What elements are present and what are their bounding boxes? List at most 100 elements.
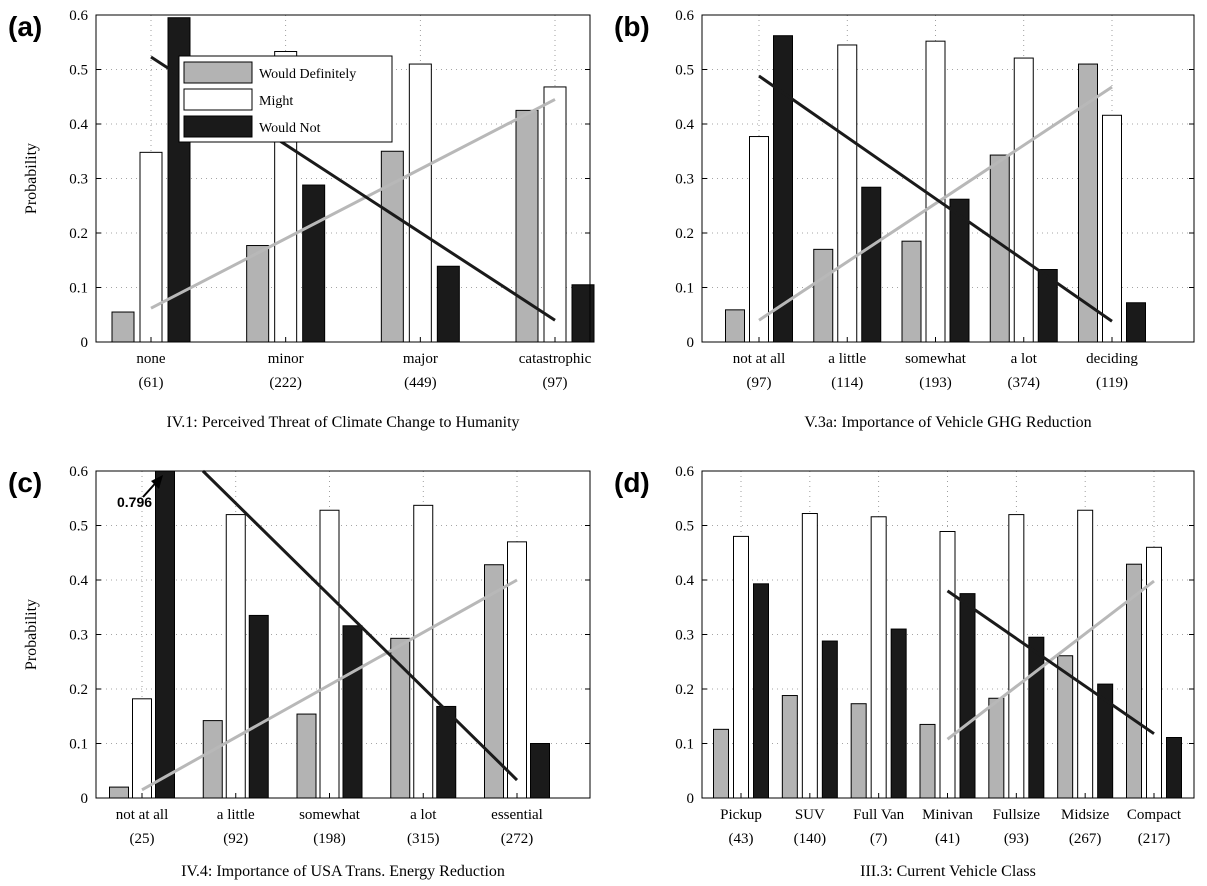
trend-line-would-definitely	[758, 85, 1113, 322]
bar-would-not	[436, 705, 457, 799]
trend-line-would-definitely	[946, 579, 1155, 741]
y-tick-label: 0.4	[69, 117, 88, 133]
y-tick-label: 0.6	[675, 464, 694, 480]
x-count-label: (222)	[269, 375, 302, 391]
x-category-label: not at all	[733, 351, 786, 367]
y-axis-label: Probability	[23, 599, 40, 670]
bar-might	[801, 513, 818, 799]
bar-would-not	[155, 470, 175, 799]
legend: Would Definitely Might Would Not	[178, 55, 393, 143]
x-category-label: somewhat	[905, 351, 967, 367]
bar-might	[225, 514, 246, 799]
chart-panel-3: 0 0.1 0.2 0.3 0.4 0.5 0.6 not at all (25) a littl…	[8, 464, 591, 880]
x-count-label: (198)	[313, 831, 346, 847]
bar-would-definitely	[988, 697, 1005, 799]
x-category-label: a lot	[410, 807, 437, 823]
legend-swatch	[183, 61, 253, 84]
y-tick-label: 0.6	[675, 8, 694, 24]
bar-might	[132, 698, 152, 799]
trend-line-would-definitely	[150, 98, 556, 310]
y-tick-label: 0.4	[69, 573, 88, 589]
x-count-label: (119)	[1096, 375, 1128, 391]
bar-might	[870, 516, 887, 799]
bar-would-definitely	[781, 695, 798, 799]
bar-would-definitely	[725, 309, 745, 343]
y-tick-label: 0	[81, 335, 89, 351]
x-category-label: a little	[217, 807, 255, 823]
bar-might	[1102, 114, 1122, 343]
bar-would-definitely	[813, 248, 834, 343]
y-tick-label: 0.3	[69, 628, 88, 644]
bar-might	[733, 535, 749, 799]
x-category-label: catastrophic	[519, 351, 592, 367]
trend-line-would-definitely	[141, 578, 518, 792]
bar-would-not	[530, 743, 550, 799]
legend-entry: Would Not	[259, 121, 321, 136]
x-count-label: (267)	[1069, 831, 1102, 847]
bar-would-not	[1166, 737, 1182, 799]
y-axis-label: Probability	[23, 143, 40, 214]
y-tick-label: 0.1	[69, 281, 88, 297]
panel-letter: (a)	[8, 11, 42, 42]
bar-would-not	[821, 640, 838, 799]
bar-might	[1013, 57, 1034, 343]
y-tick-label: 0.1	[69, 737, 88, 753]
legend-entry: Would Definitely	[259, 67, 356, 82]
bar-would-definitely	[850, 703, 867, 799]
panel-letter: (c)	[8, 467, 42, 498]
plot-frame	[701, 14, 1195, 343]
legend-swatch	[183, 115, 253, 138]
bar-would-definitely	[390, 637, 411, 799]
x-count-label: (61)	[139, 375, 164, 391]
bar-would-definitely	[713, 728, 729, 799]
bar-might	[543, 86, 567, 343]
x-category-label: essential	[491, 807, 543, 823]
x-count-label: (449)	[404, 375, 437, 391]
y-tick-label: 0	[687, 335, 695, 351]
bar-would-not	[861, 186, 882, 343]
x-category-label: somewhat	[299, 807, 361, 823]
bar-would-definitely	[919, 723, 936, 799]
x-category-label: Pickup	[720, 807, 762, 823]
x-count-label: (193)	[919, 375, 952, 391]
bar-would-definitely	[202, 720, 223, 799]
bar-would-definitely	[901, 240, 922, 343]
y-tick-label: 0.5	[69, 519, 88, 535]
bar-might	[413, 504, 434, 799]
x-category-label: minor	[268, 351, 304, 367]
y-tick-label: 0.3	[675, 172, 694, 188]
x-category-label: Full Van	[853, 807, 904, 823]
panel-caption: V.3a: Importance of Vehicle GHG Reductio…	[804, 414, 1091, 431]
y-tick-label: 0.5	[69, 63, 88, 79]
x-category-label: major	[403, 351, 438, 367]
bar-might	[749, 136, 769, 343]
bar-would-definitely	[111, 311, 135, 343]
y-tick-label: 0.2	[69, 682, 88, 698]
y-tick-label: 0.5	[675, 519, 694, 535]
bar-might	[408, 63, 432, 343]
legend-entry: Might	[259, 94, 293, 109]
x-category-label: not at all	[116, 807, 169, 823]
x-count-label: (41)	[935, 831, 960, 847]
bar-might	[1077, 509, 1094, 799]
x-count-label: (97)	[543, 375, 568, 391]
plot-frame	[95, 14, 591, 343]
trend-line-would-not	[201, 469, 519, 782]
bar-might	[139, 151, 163, 343]
annotation-arrow-head	[151, 475, 163, 489]
annotation-label: 0.796	[117, 494, 152, 510]
x-count-label: (43)	[729, 831, 754, 847]
x-count-label: (7)	[870, 831, 888, 847]
x-category-label: a lot	[1011, 351, 1038, 367]
panel-caption: IV.1: Perceived Threat of Climate Change…	[166, 414, 519, 431]
y-tick-label: 0.4	[675, 117, 694, 133]
y-tick-label: 0.6	[69, 464, 88, 480]
x-count-label: (315)	[407, 831, 440, 847]
bar-would-not	[571, 284, 595, 343]
panel-letter: (b)	[614, 11, 650, 42]
bar-would-not	[248, 614, 269, 799]
x-category-label: Fullsize	[993, 807, 1041, 823]
y-tick-label: 0	[687, 791, 695, 807]
y-tick-label: 0.5	[675, 63, 694, 79]
